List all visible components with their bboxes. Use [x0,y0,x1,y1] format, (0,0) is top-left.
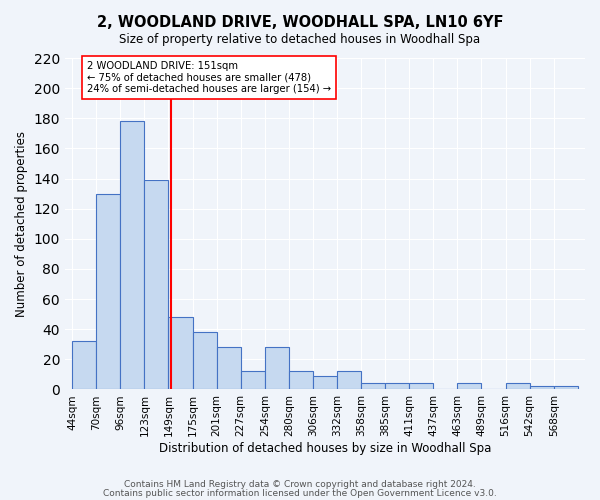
Bar [265,348,289,390]
Bar [169,317,193,390]
Bar [337,372,361,390]
Bar [241,372,265,390]
X-axis label: Distribution of detached houses by size in Woodhall Spa: Distribution of detached houses by size … [159,442,491,455]
Bar [506,384,530,390]
Bar [457,384,481,390]
Bar [120,122,145,390]
Text: Size of property relative to detached houses in Woodhall Spa: Size of property relative to detached ho… [119,32,481,46]
Text: 2, WOODLAND DRIVE, WOODHALL SPA, LN10 6YF: 2, WOODLAND DRIVE, WOODHALL SPA, LN10 6Y… [97,15,503,30]
Text: 2 WOODLAND DRIVE: 151sqm
← 75% of detached houses are smaller (478)
24% of semi-: 2 WOODLAND DRIVE: 151sqm ← 75% of detach… [87,61,331,94]
Bar [217,348,241,390]
Text: Contains public sector information licensed under the Open Government Licence v3: Contains public sector information licen… [103,488,497,498]
Bar [289,372,313,390]
Bar [72,341,96,390]
Bar [96,194,120,390]
Y-axis label: Number of detached properties: Number of detached properties [15,130,28,316]
Bar [409,384,433,390]
Bar [385,384,409,390]
Text: Contains HM Land Registry data © Crown copyright and database right 2024.: Contains HM Land Registry data © Crown c… [124,480,476,489]
Bar [361,384,385,390]
Bar [313,376,337,390]
Bar [193,332,217,390]
Bar [145,180,169,390]
Bar [554,386,578,390]
Bar [530,386,554,390]
